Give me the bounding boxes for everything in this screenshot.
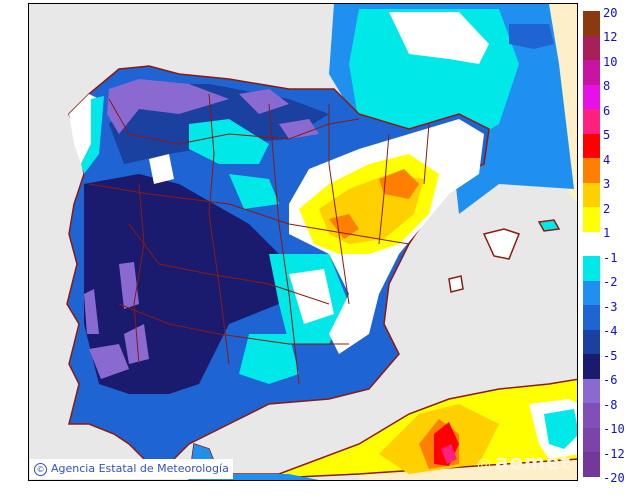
legend-swatch-m5 [583,354,600,379]
legend-swatch-12 [583,35,600,61]
legend-label: -12 [603,447,625,461]
legend-swatch-5 [583,133,600,159]
legend-swatch-m10 [583,427,600,453]
legend-swatch-m6 [583,378,600,404]
copyright-icon: © [34,462,47,476]
legend-swatch-20 [583,11,600,36]
legend-label: -4 [603,324,618,338]
legend-swatch-m2 [583,280,600,306]
legend-label: 2 [603,202,611,216]
menorca [537,219,561,232]
color-legend: 20 12 10 8 6 5 4 3 2 1 -1 -2 -3 -4 -5 -6… [583,7,628,491]
legend-label: -10 [603,422,625,436]
legend-label: 10 [603,55,618,69]
legend-label: 20 [603,6,618,20]
ibiza [448,275,464,293]
legend-swatch-6 [583,109,600,134]
aemet-logo: ◎ aemet [477,450,571,474]
legend-label: -3 [603,300,618,314]
mallorca [482,228,520,260]
legend-label: -20 [603,471,625,485]
legend-swatch-8 [583,84,600,110]
aemet-logo-text: aemet [494,450,571,474]
legend-label: 8 [603,79,611,93]
legend-label: 3 [603,177,611,191]
credit-text: Agencia Estatal de Meteorología [51,462,229,475]
outside-domain-south [359,459,577,480]
region-borders [88,93,430,385]
legend-label: 4 [603,153,611,167]
legend-label: -2 [603,275,618,289]
legend-swatch-2 [583,207,600,232]
legend-label: -8 [603,398,618,412]
legend-swatch-10 [583,60,600,85]
legend-swatch-m12 [583,452,600,477]
legend-label: 12 [603,30,618,44]
credit-label: © Agencia Estatal de Meteorología [30,459,233,479]
anomaly-map [66,4,577,480]
legend-swatch-m8 [583,403,600,428]
legend-label: 6 [603,104,611,118]
legend-swatch-m4 [583,329,600,355]
legend-label: -6 [603,373,618,387]
map-area: © Agencia Estatal de Meteorología ◎ aemet [28,3,578,481]
aemet-logo-icon: ◎ [477,454,492,473]
legend-label: 5 [603,128,611,142]
legend-label: -5 [603,349,618,363]
legend-swatch-3 [583,182,600,208]
legend-label: -1 [603,251,618,265]
legend-swatch-m3 [583,305,600,330]
legend-swatch-m1 [583,256,600,281]
legend-label: 1 [603,226,611,240]
legend-swatch-4 [583,158,600,183]
